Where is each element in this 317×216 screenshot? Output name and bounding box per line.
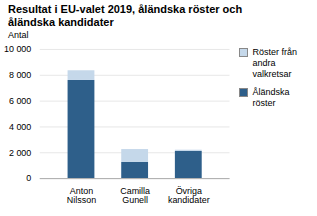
html-text:Åländska röster: Åländska röster — [252, 87, 290, 108]
html-text:Resultat i EU-valet 2019, ålän: Resultat i EU-valet 2019, åländska röste… — [8, 3, 243, 28]
svg-text:6 000: 6 000 — [9, 96, 31, 106]
html-text:Antal: Antal — [8, 30, 29, 40]
svg-text:AntonNilsson: AntonNilsson — [67, 186, 96, 205]
svg-text:10 000: 10 000 — [4, 44, 31, 54]
svg-text:0: 0 — [26, 173, 31, 183]
svg-text:8 000: 8 000 — [9, 70, 31, 80]
svg-text:4 000: 4 000 — [9, 122, 31, 132]
svg-text:Övrigakandidater: Övrigakandidater — [168, 186, 210, 205]
svg-text:2 000: 2 000 — [9, 148, 31, 158]
html-text:Röster från andra valkretsar: Röster från andra valkretsar — [252, 47, 297, 79]
svg-text:CamillaGunell: CamillaGunell — [120, 186, 150, 205]
